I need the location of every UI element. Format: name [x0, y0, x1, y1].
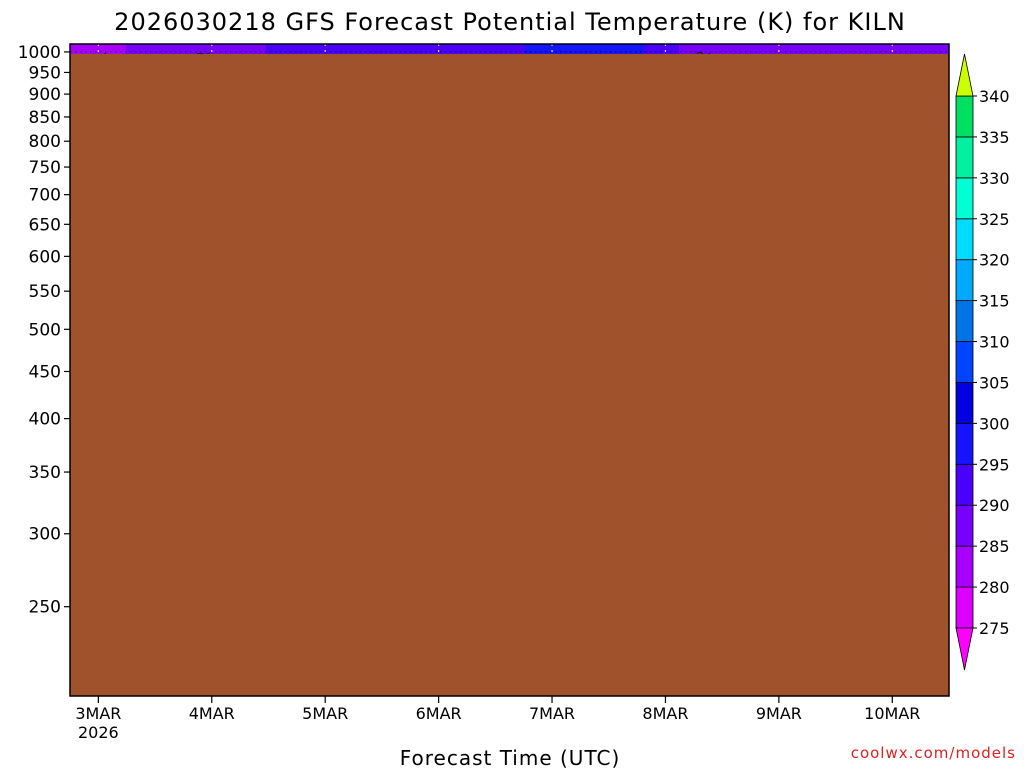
field-cell — [315, 49, 323, 55]
field-cell — [189, 49, 197, 55]
chart-title: 2026030218 GFS Forecast Potential Temper… — [114, 8, 906, 36]
field-cell — [217, 44, 225, 50]
field-cell — [245, 49, 253, 55]
field-cell — [98, 44, 106, 50]
field-cell — [119, 49, 127, 55]
field-cell — [133, 44, 141, 50]
field-cell — [273, 49, 281, 55]
field-cell — [154, 44, 162, 50]
field-cell — [231, 49, 239, 55]
field-cell — [336, 49, 344, 55]
field-cell — [266, 49, 274, 55]
field-cell — [308, 44, 316, 50]
field-cell — [168, 44, 176, 50]
field-cell — [238, 49, 246, 55]
field-cell — [70, 49, 78, 55]
field-cell — [224, 49, 232, 55]
field-cell — [322, 44, 330, 50]
field-cell — [140, 44, 148, 50]
field-cell — [161, 44, 169, 50]
field-cell — [273, 44, 281, 50]
field-cell — [189, 44, 197, 50]
field-cell — [245, 44, 253, 50]
field-cell — [119, 44, 127, 50]
field-cell — [196, 49, 204, 55]
field-cell — [105, 44, 113, 50]
field-cell — [98, 49, 106, 55]
field-cell — [336, 44, 344, 50]
field-cell — [287, 44, 295, 50]
field-cell — [126, 49, 134, 55]
field-cell — [168, 49, 176, 55]
field-cell — [175, 44, 183, 50]
field-cell — [203, 44, 211, 50]
field-cell — [140, 49, 148, 55]
field-cell — [308, 49, 316, 55]
field-cell — [77, 44, 85, 50]
field-cell — [252, 44, 260, 50]
plot-area: 3243283323323243323283283243203283203163… — [70, 44, 949, 696]
field-cell — [301, 44, 309, 50]
field-cell — [259, 44, 267, 50]
field-cell — [294, 44, 302, 50]
field-cell — [133, 49, 141, 55]
field-cell — [112, 44, 120, 50]
field-cell — [315, 44, 323, 50]
field-cell — [210, 44, 218, 50]
field-cell — [294, 49, 302, 55]
field-cell — [154, 49, 162, 55]
field-cell — [224, 44, 232, 50]
field-cell — [70, 44, 78, 50]
field-cell — [301, 49, 309, 55]
field-cell — [231, 44, 239, 50]
field-cell — [84, 44, 92, 50]
field-cell — [161, 49, 169, 55]
field-cell — [105, 49, 113, 55]
field-cell — [329, 44, 337, 50]
field-cell — [259, 49, 267, 55]
field-cell — [126, 44, 134, 50]
field-cell — [84, 49, 92, 55]
field-cell — [91, 49, 99, 55]
field-cell — [210, 49, 218, 55]
field-cell — [266, 44, 274, 50]
field-cell — [182, 44, 190, 50]
field-cell — [329, 49, 337, 55]
field-cell — [147, 44, 155, 50]
field-cell — [196, 44, 204, 50]
field-cell — [280, 44, 288, 50]
field-cell — [238, 44, 246, 50]
field-cell — [91, 44, 99, 50]
field-cell — [280, 49, 288, 55]
field-cell — [203, 49, 211, 55]
field-cell — [175, 49, 183, 55]
